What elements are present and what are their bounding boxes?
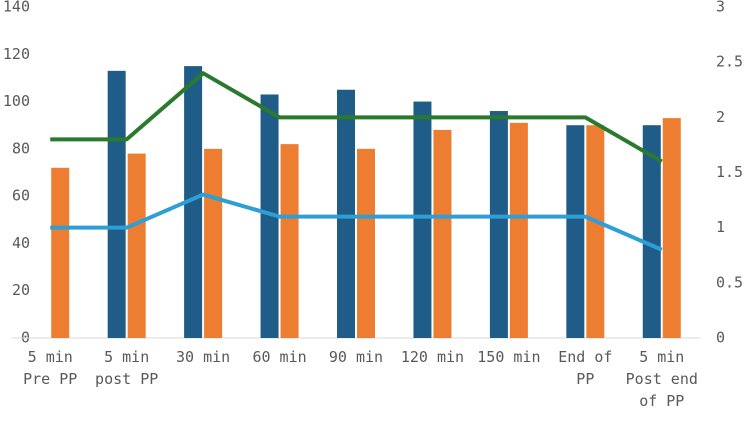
x-tick-label: 30 min xyxy=(176,348,231,366)
y2-tick-label: 0 xyxy=(716,329,725,347)
y-tick-label: 120 xyxy=(3,45,30,63)
bar xyxy=(566,125,585,338)
y-tick-label: 60 xyxy=(12,187,30,205)
y2-tick-label: 0.5 xyxy=(716,273,743,291)
y-tick-label: 40 xyxy=(12,234,30,252)
x-tick-label: End of PP xyxy=(558,348,613,388)
y-tick-label: 80 xyxy=(12,139,30,157)
x-tick-label: 150 min xyxy=(477,348,541,366)
y-tick-label: 20 xyxy=(12,281,30,299)
bar xyxy=(51,167,70,338)
bar xyxy=(642,125,661,338)
y-tick-label: 140 xyxy=(3,0,30,16)
bar xyxy=(107,70,126,338)
bar xyxy=(489,111,508,339)
y-tick-label: 100 xyxy=(3,92,30,110)
bar xyxy=(413,101,432,338)
bar xyxy=(433,129,452,338)
x-tick-label: 120 min xyxy=(400,348,465,366)
bar xyxy=(357,148,375,338)
y2-tick-label: 1.5 xyxy=(716,163,743,181)
bar xyxy=(586,125,605,338)
bar xyxy=(337,89,355,338)
bar xyxy=(204,148,223,338)
x-tick-label: 5 min post PP xyxy=(95,348,159,388)
x-tick-label: 5 min Pre PP xyxy=(23,348,78,388)
y2-tick-label: 2 xyxy=(716,108,725,126)
x-tick-label: 60 min xyxy=(252,348,307,366)
x-tick-label: 90 min xyxy=(328,348,384,366)
x-tick-label: 5 min Post end of PP xyxy=(625,348,698,410)
y2-tick-label: 3 xyxy=(716,0,725,16)
bar xyxy=(184,66,203,338)
y2-tick-label: 2.5 xyxy=(716,53,743,71)
bar xyxy=(509,122,528,338)
bar xyxy=(260,94,279,338)
bar xyxy=(280,144,299,338)
bar xyxy=(662,118,681,338)
line xyxy=(50,192,663,252)
bar xyxy=(127,153,146,338)
line xyxy=(50,71,663,164)
y2-tick-label: 1 xyxy=(716,218,725,236)
